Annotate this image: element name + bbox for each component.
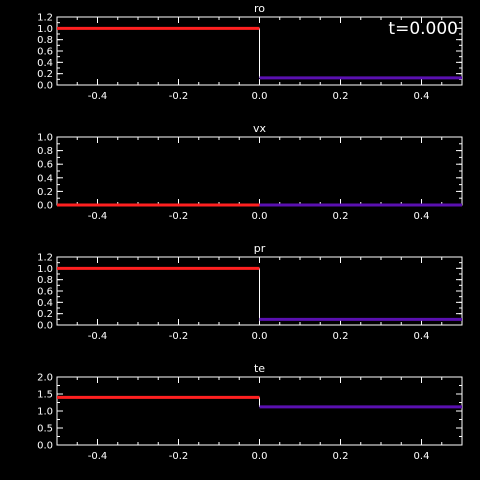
y-tick-label: 0.4 xyxy=(37,298,53,309)
y-tick-label: 0.5 xyxy=(37,424,53,435)
x-tick-label: -0.2 xyxy=(169,91,189,102)
y-tick-label: 1.0 xyxy=(37,264,53,275)
panel-te: te -0.4 -0.2 0.0 0.2 0.4 0.0 0.5 1.0 1.5 2.0 xyxy=(37,362,463,462)
y-tick-label: 0.6 xyxy=(37,160,53,171)
x-tick-label: -0.4 xyxy=(88,91,108,102)
y-tick-label: 1.2 xyxy=(37,253,53,264)
y-tick-label: 0.0 xyxy=(37,201,53,212)
panel-title: te xyxy=(254,362,265,375)
x-tick-label: 0.4 xyxy=(414,211,430,222)
x-tick-label: 0.2 xyxy=(333,451,349,462)
panel-title: ro xyxy=(254,2,265,15)
y-tick-label: 2.0 xyxy=(37,373,53,384)
x-tick-label: -0.2 xyxy=(169,451,189,462)
x-tick-label: 0.2 xyxy=(333,91,349,102)
panel-pr: pr-0.4 -0.2 0.0 0.2 0.40.00.20.40.60.81.01.2 xyxy=(37,242,463,342)
y-tick-label: 0.6 xyxy=(37,287,53,298)
x-tick-label: 0.2 xyxy=(333,211,349,222)
panel-ro: ro-0.4 -0.2 0.0 0.2 0.40.00.20.40.60.81.01.2 xyxy=(37,2,463,102)
panel-title: vx xyxy=(253,122,267,135)
x-tick-label: -0.2 xyxy=(169,331,189,342)
x-tick-label: -0.4 xyxy=(88,331,108,342)
y-tick-label: 0.4 xyxy=(37,173,53,184)
plot-frame xyxy=(56,136,463,206)
y-tick-label: 1.0 xyxy=(37,407,53,418)
x-tick-label: 0.4 xyxy=(414,451,430,462)
x-tick-label: 0.2 xyxy=(333,331,349,342)
x-tick-label: 0.0 xyxy=(252,91,268,102)
y-tick-label: 0.8 xyxy=(37,146,53,157)
y-tick-label: 0.6 xyxy=(37,47,53,58)
x-tick-label: -0.4 xyxy=(88,451,108,462)
x-tick-label: 0.4 xyxy=(414,331,430,342)
x-tick-label: 0.0 xyxy=(252,451,268,462)
y-tick-label: 1.5 xyxy=(37,390,53,401)
y-tick-label: 0.8 xyxy=(37,35,53,46)
y-tick-label: 0.0 xyxy=(37,321,53,332)
x-tick-label: 0.0 xyxy=(252,331,268,342)
panel-vx: vx -0.4 -0.2 0.0 0.2 0.4 0.0 0.2 0.4 0.6 0.8 1.0 xyxy=(37,122,463,222)
x-tick-label: -0.4 xyxy=(88,211,108,222)
plot-frame xyxy=(56,376,463,446)
y-tick-label: 0.4 xyxy=(37,58,53,69)
y-tick-label: 0.2 xyxy=(37,187,53,198)
x-tick-label: 0.4 xyxy=(414,91,430,102)
time-label: t=0.000 xyxy=(388,19,458,39)
y-tick-label: 0.2 xyxy=(37,309,53,320)
panel-title: pr xyxy=(254,242,266,255)
y-tick-label: 0.8 xyxy=(37,275,53,286)
y-tick-label: 0.0 xyxy=(37,441,53,452)
y-tick-label: 1.0 xyxy=(37,133,53,144)
y-tick-label: 0.2 xyxy=(37,69,53,80)
y-tick-label: 0.0 xyxy=(37,81,53,92)
y-tick-label: 1.2 xyxy=(37,13,53,24)
y-tick-label: 1.0 xyxy=(37,24,53,35)
x-tick-label: 0.0 xyxy=(252,211,268,222)
x-tick-label: -0.2 xyxy=(169,211,189,222)
